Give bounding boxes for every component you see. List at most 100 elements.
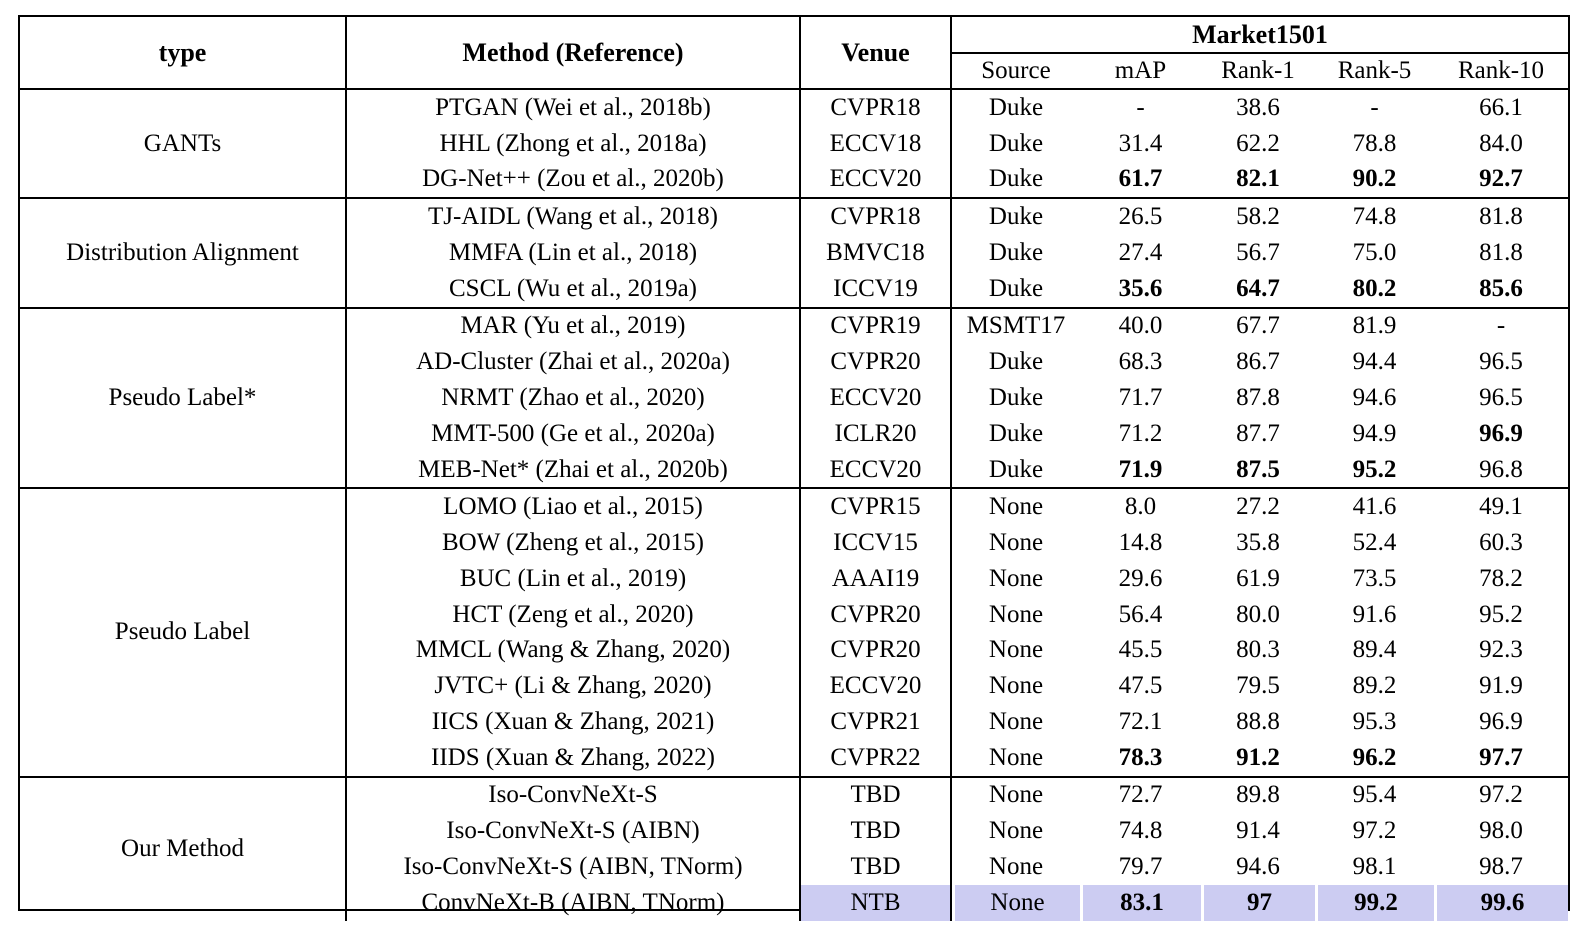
table-row: Iso-ConvNeXt-S (AIBN, TNorm) TBD None 79.7 9… (347, 849, 1568, 885)
type-group: Distribution Alignment TJ-AIDL (Wang et a… (20, 199, 1568, 309)
rank1-cell: 88.8 (1236, 707, 1280, 735)
rank1-cell: 91.2 (1236, 743, 1280, 771)
method-cell: MMFA (Lin et al., 2018) (347, 235, 801, 271)
rank10-cell: 92.3 (1479, 636, 1523, 664)
rank5-cell: 94.4 (1352, 348, 1397, 376)
rank1-cell: 80.3 (1236, 636, 1280, 664)
map-cell: 79.7 (1118, 852, 1163, 880)
group-type-label: Our Method (20, 777, 347, 921)
map-cell: 83.1 (1080, 884, 1201, 921)
table-row: Iso-ConvNeXt-S (AIBN) TBD None 74.8 91.4 97.2… (347, 813, 1568, 850)
venue-cell: CVPR22 (801, 739, 952, 776)
venue-cell: ECCV20 (801, 451, 952, 488)
rank10-cell: 97.7 (1479, 743, 1523, 771)
subcolumn-header-row: Source mAP Rank-1 Rank-5 Rank-10 (952, 54, 1568, 88)
venue-cell: TBD (801, 777, 952, 814)
venue-cell: CVPR20 (801, 596, 952, 633)
rank1-cell: 87.5 (1236, 455, 1280, 483)
venue-cell: CVPR15 (801, 489, 952, 526)
group-type-label: Pseudo Label (20, 489, 347, 776)
group-rows: LOMO (Liao et al., 2015) CVPR15 None 8.0 27.… (347, 489, 1568, 776)
map-cell: 27.4 (1118, 238, 1163, 266)
table-row: HCT (Zeng et al., 2020) CVPR20 None 56.4 80.… (347, 596, 1568, 633)
table-row: IICS (Xuan & Zhang, 2021) CVPR21 None 72.1 8… (347, 704, 1568, 740)
method-cell: HHL (Zhong et al., 2018a) (347, 125, 801, 162)
type-group: Pseudo Label* MAR (Yu et al., 2019) CVPR19… (20, 308, 1568, 490)
map-cell: 71.2 (1118, 419, 1163, 447)
rank10-cell: 98.0 (1479, 817, 1523, 845)
rank10-cell: - (1496, 312, 1506, 340)
source-cell: None (988, 529, 1044, 557)
source-cell: Duke (988, 384, 1044, 411)
table-row: BUC (Lin et al., 2019) AAAI19 None 29.6 61.9… (347, 560, 1568, 597)
map-cell: 78.3 (1118, 743, 1163, 771)
rank10-cell: 99.6 (1434, 884, 1568, 921)
rank5-cell: 94.6 (1352, 384, 1397, 411)
rank10-cell: 49.1 (1479, 493, 1523, 521)
source-cell: Duke (988, 455, 1044, 483)
rank1-column-header: Rank-1 (1221, 57, 1295, 84)
rank5-cell: 75.0 (1352, 238, 1397, 266)
map-column-header: mAP (1114, 57, 1167, 84)
venue-cell: BMVC18 (801, 235, 952, 271)
venue-cell: CVPR18 (801, 90, 952, 126)
rank10-cell: 95.2 (1479, 600, 1523, 628)
rank10-cell: 96.9 (1479, 707, 1523, 735)
table-row: LOMO (Liao et al., 2015) CVPR15 None 8.0 27.… (347, 489, 1568, 526)
type-group: Our Method Iso-ConvNeXt-S TBD None 72.7 89.8 9… (20, 777, 1568, 921)
method-cell: PTGAN (Wei et al., 2018b) (347, 90, 801, 126)
rank1-cell: 67.7 (1236, 312, 1280, 340)
method-cell: LOMO (Liao et al., 2015) (347, 489, 801, 526)
source-cell: Duke (988, 348, 1044, 376)
table-row: PTGAN (Wei et al., 2018b) CVPR18 Duke - 38.6… (347, 90, 1568, 126)
method-cell: JVTC+ (Li & Zhang, 2020) (347, 668, 801, 705)
source-cell: None (988, 600, 1044, 628)
venue-cell: ICCV15 (801, 525, 952, 561)
rank5-cell: 95.2 (1352, 455, 1397, 483)
method-cell: Iso-ConvNeXt-S (347, 777, 801, 814)
rank5-cell: 95.4 (1352, 781, 1397, 809)
venue-cell: NTB (801, 884, 952, 921)
method-cell: ConvNeXt-B (AIBN, TNorm) (347, 884, 801, 921)
source-cell: None (988, 493, 1044, 521)
method-cell: MMCL (Wang & Zhang, 2020) (347, 632, 801, 669)
rank5-cell: 80.2 (1352, 274, 1397, 302)
rank1-cell: 86.7 (1236, 348, 1280, 376)
map-cell: 14.8 (1118, 529, 1163, 557)
rank10-cell: 97.2 (1479, 781, 1523, 809)
map-cell: 47.5 (1118, 672, 1163, 700)
rank1-cell: 38.6 (1236, 93, 1280, 121)
rank5-cell: 96.2 (1352, 743, 1397, 771)
rank1-cell: 82.1 (1236, 165, 1280, 193)
rank5-cell: 89.4 (1352, 636, 1397, 664)
rank10-cell: 78.2 (1479, 564, 1523, 592)
map-cell: 71.7 (1118, 384, 1163, 411)
venue-cell: AAAI19 (801, 560, 952, 597)
rank5-cell: 90.2 (1352, 165, 1397, 193)
method-cell: CSCL (Wu et al., 2019a) (347, 270, 801, 307)
rank1-cell: 87.8 (1236, 384, 1280, 411)
table-row: DG-Net++ (Zou et al., 2020b) ECCV20 Duke 61… (347, 161, 1568, 198)
source-cell: Duke (988, 165, 1044, 193)
table-row: ConvNeXt-B (AIBN, TNorm) NTB None 83.1 97 99.… (347, 884, 1568, 921)
rank10-cell: 85.6 (1479, 274, 1523, 302)
rank1-cell: 58.2 (1236, 203, 1280, 231)
venue-column-header: Venue (801, 17, 952, 88)
map-cell: 72.1 (1118, 707, 1163, 735)
group-rows: Iso-ConvNeXt-S TBD None 72.7 89.8 95.4 97.2 Iso… (347, 777, 1568, 921)
map-cell: 8.0 (1124, 493, 1157, 521)
table-row: Iso-ConvNeXt-S TBD None 72.7 89.8 95.4 97.2 (347, 777, 1568, 814)
map-cell: 68.3 (1118, 348, 1163, 376)
venue-cell: CVPR19 (801, 308, 952, 345)
map-cell: 40.0 (1118, 312, 1163, 340)
table-row: MMFA (Lin et al., 2018) BMVC18 Duke 27.4 56.… (347, 235, 1568, 271)
venue-cell: ICCV19 (801, 270, 952, 307)
source-cell: Duke (988, 129, 1044, 157)
source-cell: MSMT17 (966, 312, 1066, 340)
table-row: JVTC+ (Li & Zhang, 2020) ECCV20 None 47.5 79… (347, 668, 1568, 705)
method-column-header: Method (Reference) (347, 17, 801, 88)
table-row: HHL (Zhong et al., 2018a) ECCV18 Duke 31.4 6… (347, 125, 1568, 162)
map-cell: - (1136, 93, 1145, 121)
venue-cell: TBD (801, 813, 952, 850)
rank10-cell: 81.8 (1479, 238, 1523, 266)
